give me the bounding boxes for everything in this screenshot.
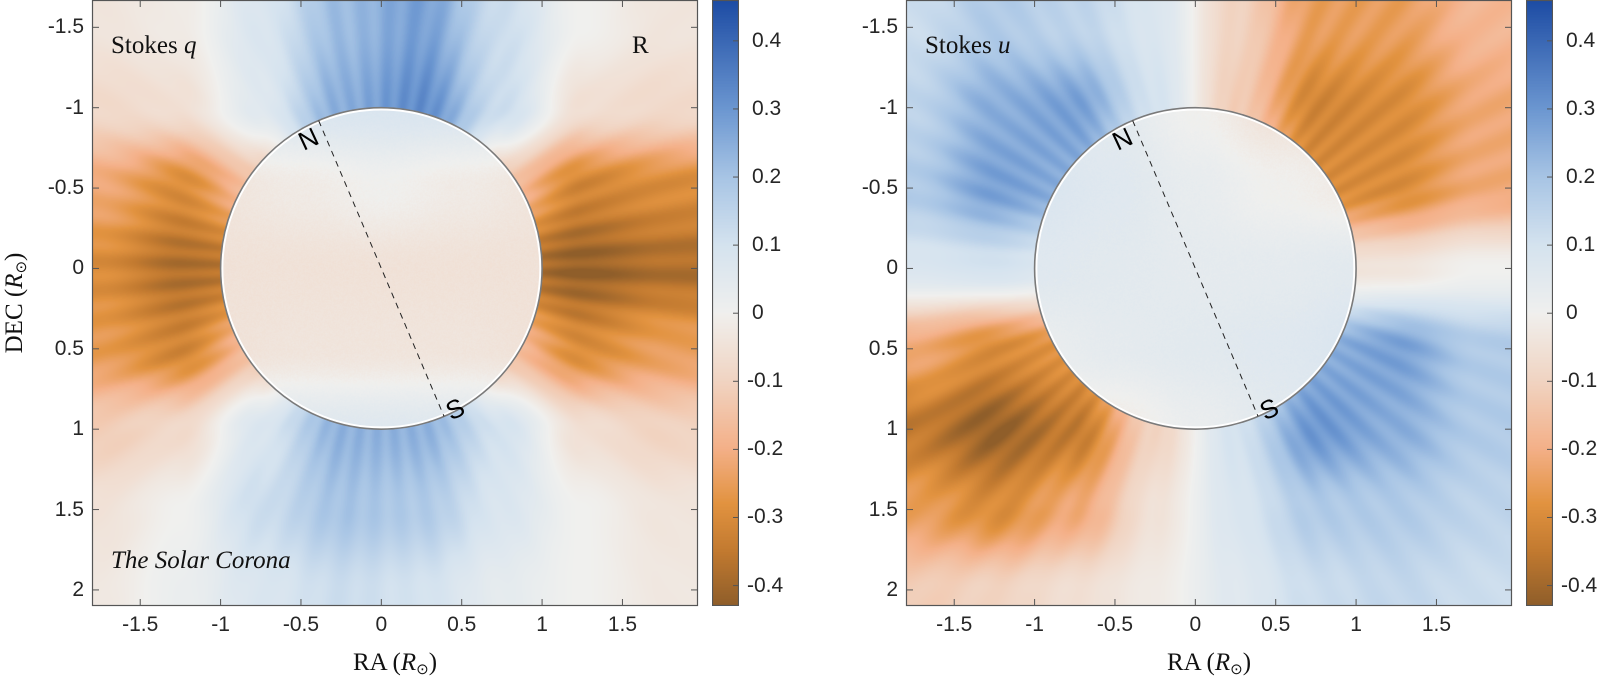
colorbar-tick-label: 0 <box>1566 301 1578 325</box>
y-tick-label: 1 <box>72 417 84 441</box>
x-tick-label: 0.5 <box>1261 613 1291 636</box>
y-tick-label: 1.5 <box>54 497 84 521</box>
colorbar-frame <box>712 0 739 606</box>
y-tick-label: -1.5 <box>47 15 84 39</box>
panel-label: Stokes q <box>111 32 197 59</box>
solar-limb-circle <box>1033 106 1357 430</box>
colorbar-tick-label: -0.3 <box>747 505 784 529</box>
colorbar-frame <box>1526 0 1553 606</box>
x-axis-label: RA (R⊙) <box>1166 649 1252 678</box>
x-tick-label: -1 <box>1025 613 1044 636</box>
heatmap-image <box>906 0 1512 606</box>
colorbar-tick-label: -0.4 <box>1561 573 1598 597</box>
colorbar <box>1526 0 1553 606</box>
axes-overlay: NS <box>91 0 699 607</box>
y-tick-label: 1 <box>886 417 898 441</box>
x-tick-label: -0.5 <box>1096 613 1134 636</box>
y-axis-label: DEC (R⊙) <box>1 252 30 354</box>
south-label: S <box>441 392 469 427</box>
limb-inner-ring <box>220 107 542 429</box>
y-tick-label: -0.5 <box>861 176 898 200</box>
axes-box <box>905 0 1513 607</box>
colorbar-tick-label: 0.3 <box>752 96 782 120</box>
y-tick-label: 0.5 <box>868 336 898 360</box>
colorbar-tick-label: -0.1 <box>1561 369 1598 393</box>
x-axis-label: RA (R⊙) <box>352 649 438 678</box>
x-tick-label: 0 <box>375 613 388 636</box>
colorbar-tick-label: 0.4 <box>1566 28 1596 52</box>
colorbar-tick-label: 0.4 <box>752 28 782 52</box>
colorbar-gradient <box>712 0 739 606</box>
y-tick-label: -1 <box>879 95 898 119</box>
colorbar-box <box>712 0 739 606</box>
colorbar-gradient <box>1526 0 1553 606</box>
x-tick-label: 0 <box>1189 613 1202 636</box>
colorbar-tick-label: 0.1 <box>1566 233 1596 257</box>
x-tick-label: -1.5 <box>122 613 159 636</box>
panel-label: Stokes u <box>925 32 1011 59</box>
x-tick-label: -1.5 <box>936 613 973 636</box>
heatmap-image <box>92 0 698 606</box>
colorbar-tick-label: -0.1 <box>747 369 784 393</box>
colorbar-tick-label: -0.2 <box>747 437 784 461</box>
x-tick-label: -0.5 <box>282 613 320 636</box>
north-south-axis-line <box>318 120 445 417</box>
colorbar-tick-label: -0.2 <box>1561 437 1598 461</box>
south-label: S <box>1255 392 1283 427</box>
colorbar <box>712 0 739 606</box>
x-tick-label: 1.5 <box>1421 613 1452 636</box>
y-tick-label: 2 <box>72 577 84 601</box>
y-tick-label: -0.5 <box>47 176 84 200</box>
footer-label: The Solar Corona <box>111 547 291 574</box>
north-label: N <box>1107 121 1137 156</box>
y-tick-label: -1.5 <box>861 15 898 39</box>
x-tick-label: -1 <box>211 613 230 636</box>
north-label: N <box>293 121 323 156</box>
y-tick-label: 0 <box>886 256 898 280</box>
colorbar-tick-label: -0.4 <box>747 573 784 597</box>
colorbar-tick-label: -0.3 <box>1561 505 1598 529</box>
y-tick-label: 1.5 <box>868 497 898 521</box>
y-tick-label: 0 <box>72 256 84 280</box>
colorbar-tick-label: 0.2 <box>1566 165 1596 189</box>
axes-overlay: NS <box>905 0 1513 607</box>
corner-label: R <box>632 32 649 59</box>
x-tick-label: 1 <box>536 613 548 636</box>
colorbar-tick-label: 0.3 <box>1566 96 1596 120</box>
colorbar-tick-label: 0.1 <box>752 233 782 257</box>
colorbar-tick-label: 0.2 <box>752 165 782 189</box>
x-tick-label: 1.5 <box>607 613 638 636</box>
x-tick-label: 0.5 <box>447 613 477 636</box>
y-tick-label: 0.5 <box>54 336 84 360</box>
x-tick-label: 1 <box>1350 613 1362 636</box>
y-tick-label: -1 <box>65 95 84 119</box>
solar-limb-circle <box>219 106 543 430</box>
north-south-axis-line <box>1132 120 1259 417</box>
limb-inner-ring <box>1034 107 1356 429</box>
axes-box <box>91 0 699 607</box>
colorbar-tick-label: 0 <box>752 301 764 325</box>
y-tick-label: 2 <box>886 577 898 601</box>
colorbar-box <box>1526 0 1553 606</box>
